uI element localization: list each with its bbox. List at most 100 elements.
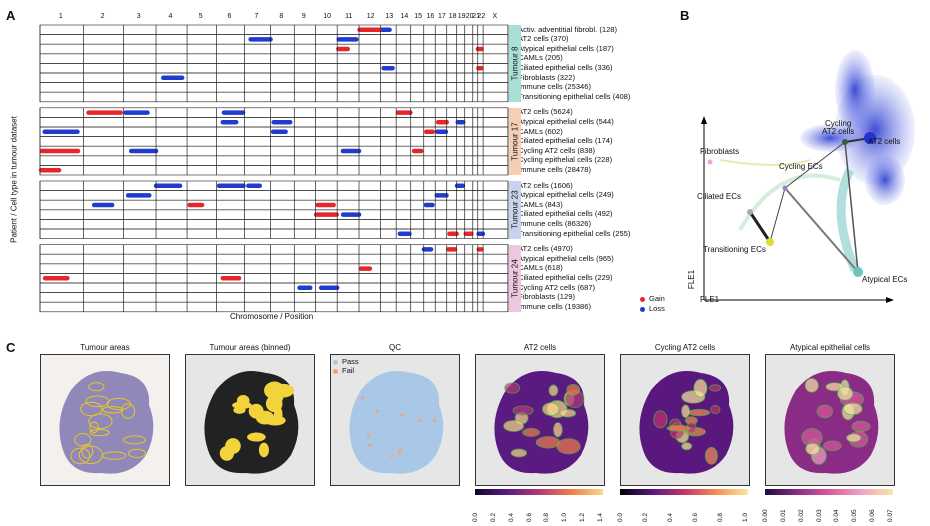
- colorbar: [765, 489, 893, 495]
- colorbar-tick: 0.2: [489, 512, 497, 522]
- heatmap-row: [39, 273, 509, 284]
- heatmap-row: [39, 253, 509, 265]
- qc-fail-spot: [366, 433, 371, 437]
- embedding-label: Fibroblasts: [700, 147, 740, 156]
- row-label: AT2 cells (1606): [518, 180, 573, 190]
- loss-dot-icon: [640, 306, 645, 312]
- tumour-area: [681, 442, 693, 451]
- row-label: Immune cells (86326): [518, 218, 592, 228]
- tumour-area: [248, 403, 264, 419]
- tumour-area: [542, 402, 560, 416]
- colorbar: [620, 489, 748, 495]
- colorbar-tick: 1.0: [742, 512, 749, 522]
- embedding-label: Transitioning ECs: [703, 245, 766, 254]
- heatmap-row: [39, 301, 509, 313]
- chromosome-label: 6: [227, 13, 232, 20]
- row-label: Immune cells (25346): [518, 82, 592, 92]
- chromosome-label: 22: [477, 13, 486, 20]
- chromosome-label: 17: [437, 13, 446, 20]
- chromosome-label: X: [492, 13, 498, 20]
- heatmap-row: [39, 219, 509, 230]
- tumour-tag: Tumour 17: [509, 107, 521, 175]
- y-axis-arrow-icon: [701, 116, 707, 124]
- row-label: Cycling epithelial cells (228): [518, 155, 613, 165]
- chromosome-label: 1: [58, 13, 63, 20]
- heatmap-row: [39, 24, 509, 35]
- gain-dot-icon: [640, 296, 645, 302]
- tumour-area: [823, 440, 842, 452]
- tumour-area: [81, 443, 94, 459]
- tumour-area: [258, 442, 269, 458]
- tumour-area: [264, 415, 286, 426]
- row-label: CAMLs (602): [518, 126, 563, 136]
- tumour-area: [535, 436, 561, 449]
- chromosome-label: 19: [457, 13, 466, 20]
- chromosome-label: 12: [366, 13, 375, 20]
- spatial-map: [475, 354, 605, 486]
- qc-fail-spot: [418, 419, 422, 423]
- tumour-area: [225, 438, 241, 454]
- colorbar-tick: 0.05: [851, 509, 859, 522]
- colorbar-tick: 0.00: [762, 509, 769, 522]
- heatmap-row: [39, 136, 509, 147]
- tumour-area: [512, 405, 534, 416]
- colorbar-tick: 1.0: [561, 512, 569, 522]
- tumour-area: [88, 382, 105, 392]
- row-label: Ciliated epithelial cells (336): [518, 62, 613, 72]
- y-axis-label-wrap: Patient / Cell type in tumour dataset: [4, 116, 19, 243]
- row-label: Immune cells (28478): [518, 164, 592, 174]
- panel-letter-b: B: [680, 8, 690, 23]
- tumour-area: [88, 413, 113, 430]
- tumour-tag: Tumour 24: [509, 244, 521, 312]
- fibroblasts-node: [707, 159, 713, 165]
- colorbar-tick: 0.0: [617, 512, 624, 522]
- tumour-area: [851, 420, 871, 432]
- colorbar-tick: 0.01: [779, 509, 787, 522]
- heatmap-row: [39, 34, 509, 45]
- tumour-area: [522, 427, 541, 437]
- transition-trail: [738, 173, 841, 231]
- colorbar-tick: 0.4: [667, 512, 674, 522]
- colorbar: [475, 489, 603, 495]
- colorbar-tick: 0.03: [815, 509, 823, 522]
- qc-fail-spot: [400, 413, 404, 417]
- tumour-area: [556, 438, 581, 455]
- tumour-area: [236, 394, 250, 407]
- tumour-area: [566, 384, 581, 396]
- chromosome-label: 2: [100, 13, 105, 20]
- chromosome-label: 3: [136, 13, 141, 20]
- spatial-map: [330, 354, 460, 486]
- at2-node: [864, 132, 876, 144]
- transitioning-node: [766, 238, 774, 246]
- row-label: CAMLs (618): [518, 263, 563, 273]
- tumour-area: [843, 402, 863, 416]
- panel-letter-a: A: [6, 8, 16, 23]
- tumour-area: [653, 410, 668, 429]
- spatial-map: [40, 354, 170, 486]
- x-axis-arrow-icon: [886, 297, 894, 303]
- colorbar-tick: 0.6: [525, 512, 533, 522]
- chromosome-label: 11: [345, 13, 353, 20]
- tumour-area: [548, 384, 559, 397]
- row-label: Atypical epithelial cells (965): [518, 253, 614, 263]
- tumour-area: [666, 424, 691, 432]
- heatmap-row: [39, 180, 509, 191]
- chromosome-label: 18: [448, 13, 457, 20]
- embedding-plot: [701, 50, 915, 303]
- tumour-area: [559, 408, 577, 418]
- spatial-map: [620, 354, 750, 486]
- row-label: Atypical epithelial cells (544): [518, 116, 614, 126]
- embedding-y-label: FLE1: [687, 269, 697, 290]
- panel-letter-c: C: [6, 340, 16, 355]
- colorbar-tick: 1.2: [579, 512, 587, 522]
- embedding-label: Cycling ECs: [779, 162, 823, 171]
- chromosome-label: 21: [472, 13, 481, 20]
- row-label: Activ. adventitial fibrobl. (128): [518, 24, 618, 34]
- cycling-ecs-node: [782, 185, 788, 191]
- colorbar-tick: 0.02: [797, 509, 805, 522]
- row-label: Fibroblasts (322): [518, 72, 575, 82]
- qc-fail-spot: [390, 454, 394, 458]
- tumour-area: [816, 404, 833, 419]
- row-label: AT2 cells (370): [518, 34, 569, 44]
- cycling-at2-node: [842, 139, 848, 145]
